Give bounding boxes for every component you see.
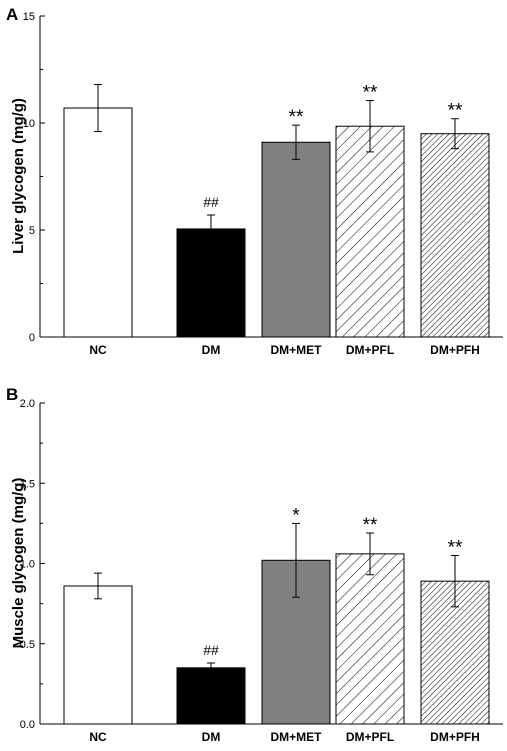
panel-b-significance-mark: ** — [448, 537, 463, 558]
panel-b-bars: ##* **** — [63, 505, 490, 725]
panel-a-category-label: DM — [202, 343, 221, 357]
panel-a-bar-dm — [176, 228, 246, 338]
panel-b-significance-mark: * — [292, 505, 300, 526]
panel-a-category-label: DM+MET — [271, 343, 323, 357]
panel-a-bar-dm-pfh — [420, 133, 490, 338]
panel-a-bars: ## ** ** ** — [63, 83, 490, 338]
panel-a-y-tick-label: 15 — [23, 11, 35, 23]
panel-a-letter: A — [6, 5, 18, 24]
panel-b-category-label: NC — [89, 730, 107, 744]
panel-b-bar-dm-pfl — [335, 553, 405, 725]
panel-b-y-tick-label: 1.0 — [20, 559, 35, 571]
panel-a-category-label: NC — [89, 343, 107, 357]
panel-b-y-tick-label: 2.0 — [20, 398, 35, 410]
panel-b-letter: B — [6, 385, 18, 404]
panel-b-category-label: DM — [202, 730, 221, 744]
panel-a-y-tick-label: 10 — [23, 118, 35, 130]
panel-b-y-axis-label: Muscle glycogen (mg/g) — [10, 478, 27, 649]
panel-a-significance-mark: ** — [448, 101, 463, 122]
panel-a-bar-nc — [63, 107, 133, 338]
panel-b-significance-mark: ** — [363, 515, 378, 536]
panel-b-y-tick-label: 0.5 — [20, 639, 35, 651]
panel-b-category-label: DM+MET — [271, 730, 323, 744]
panel-a-y-axis-label: Liver glycogen (mg/g) — [10, 98, 27, 254]
panel-a-significance-mark: ** — [363, 83, 378, 104]
panel-b-bar-nc — [63, 585, 133, 725]
panel-a-bar-dm-pfl — [335, 125, 405, 338]
panel-a-category-label: DM+PFL — [346, 343, 394, 357]
panel-b-significance-mark: ## — [203, 642, 219, 658]
panel-a-significance-mark: ## — [203, 194, 219, 210]
panel-a-significance-mark: ** — [289, 107, 304, 128]
panel-a: A Liver glycogen (mg/g) 0 5 10 15 NC DM DM+MET… — [6, 5, 503, 357]
panel-b-category-label: DM+PFH — [430, 730, 480, 744]
panel-a-y-tick-label: 0 — [29, 332, 35, 344]
panel-a-category-label: DM+PFH — [430, 343, 480, 357]
panel-b-bar-dm — [176, 667, 246, 725]
panel-b-y-tick-label: 1.5 — [20, 478, 35, 490]
panel-b-category-label: DM+PFL — [346, 730, 394, 744]
panel-b-y-tick-label: 0.0 — [20, 719, 35, 731]
panel-a-y-tick-label: 5 — [29, 225, 35, 237]
panel-b: B Muscle glycogen (mg/g) 0.0 0.5 1.0 1.5 2.0… — [6, 385, 503, 744]
panel-a-bar-dm-met — [261, 141, 331, 338]
